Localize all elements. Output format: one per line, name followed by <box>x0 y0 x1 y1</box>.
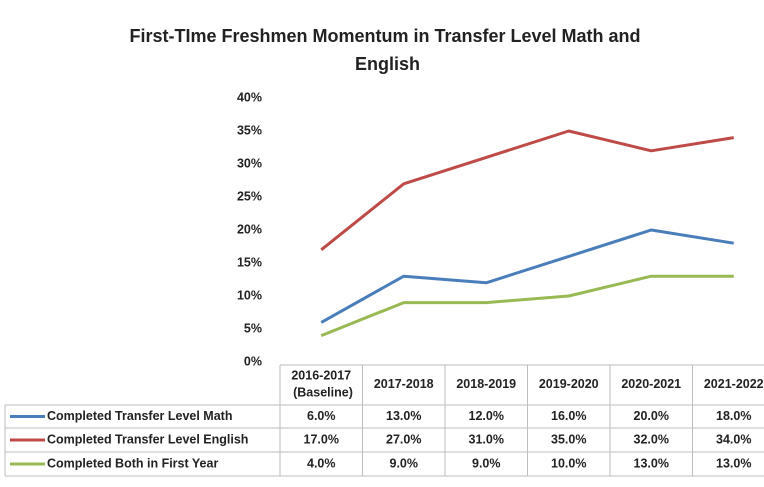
data-label: 9.0% <box>472 456 501 470</box>
x-tick-label: 2017-2018 <box>374 377 434 391</box>
data-label: 13.0% <box>716 456 751 470</box>
data-label: 4.0% <box>307 456 336 470</box>
y-tick-label: 5% <box>244 321 262 335</box>
legend-label: Completed Both in First Year <box>47 456 218 470</box>
chart-title: First-TIme Freshmen Momentum in Transfer… <box>129 26 640 74</box>
y-tick-label: 25% <box>237 189 262 203</box>
y-tick-label: 35% <box>237 123 262 137</box>
data-label: 6.0% <box>307 409 336 423</box>
series-line <box>320 228 734 324</box>
x-tick-label: 2019-2020 <box>539 377 599 391</box>
data-label: 17.0% <box>304 432 339 446</box>
data-label: 10.0% <box>551 456 586 470</box>
y-tick-label: 0% <box>244 354 262 368</box>
y-tick-label: 20% <box>237 222 262 236</box>
data-label: 9.0% <box>390 456 419 470</box>
y-tick-label: 30% <box>237 156 262 170</box>
y-tick-label: 15% <box>237 255 262 269</box>
x-tick-label: 2020-2021 <box>621 377 681 391</box>
data-label: 34.0% <box>716 432 751 446</box>
data-label: 16.0% <box>551 409 586 423</box>
data-label: 13.0% <box>634 456 669 470</box>
data-label: 12.0% <box>469 409 504 423</box>
data-label: 20.0% <box>634 409 669 423</box>
data-label: 31.0% <box>469 432 504 446</box>
series-line <box>320 274 734 337</box>
data-label: 13.0% <box>386 409 421 423</box>
series-line <box>320 129 734 251</box>
x-tick-label: 2021-2022 <box>704 377 764 391</box>
x-tick-label: 2016-2017 (Baseline) <box>290 369 353 400</box>
data-label: 32.0% <box>634 432 669 446</box>
data-label: 18.0% <box>716 409 751 423</box>
y-tick-label: 10% <box>237 288 262 302</box>
y-tick-label: 40% <box>237 90 262 104</box>
legend-label: Completed Transfer Level Math <box>47 409 232 423</box>
x-tick-label: 2018-2019 <box>456 377 516 391</box>
legend-label: Completed Transfer Level English <box>47 432 248 446</box>
data-label: 35.0% <box>551 432 586 446</box>
data-label: 27.0% <box>386 432 421 446</box>
